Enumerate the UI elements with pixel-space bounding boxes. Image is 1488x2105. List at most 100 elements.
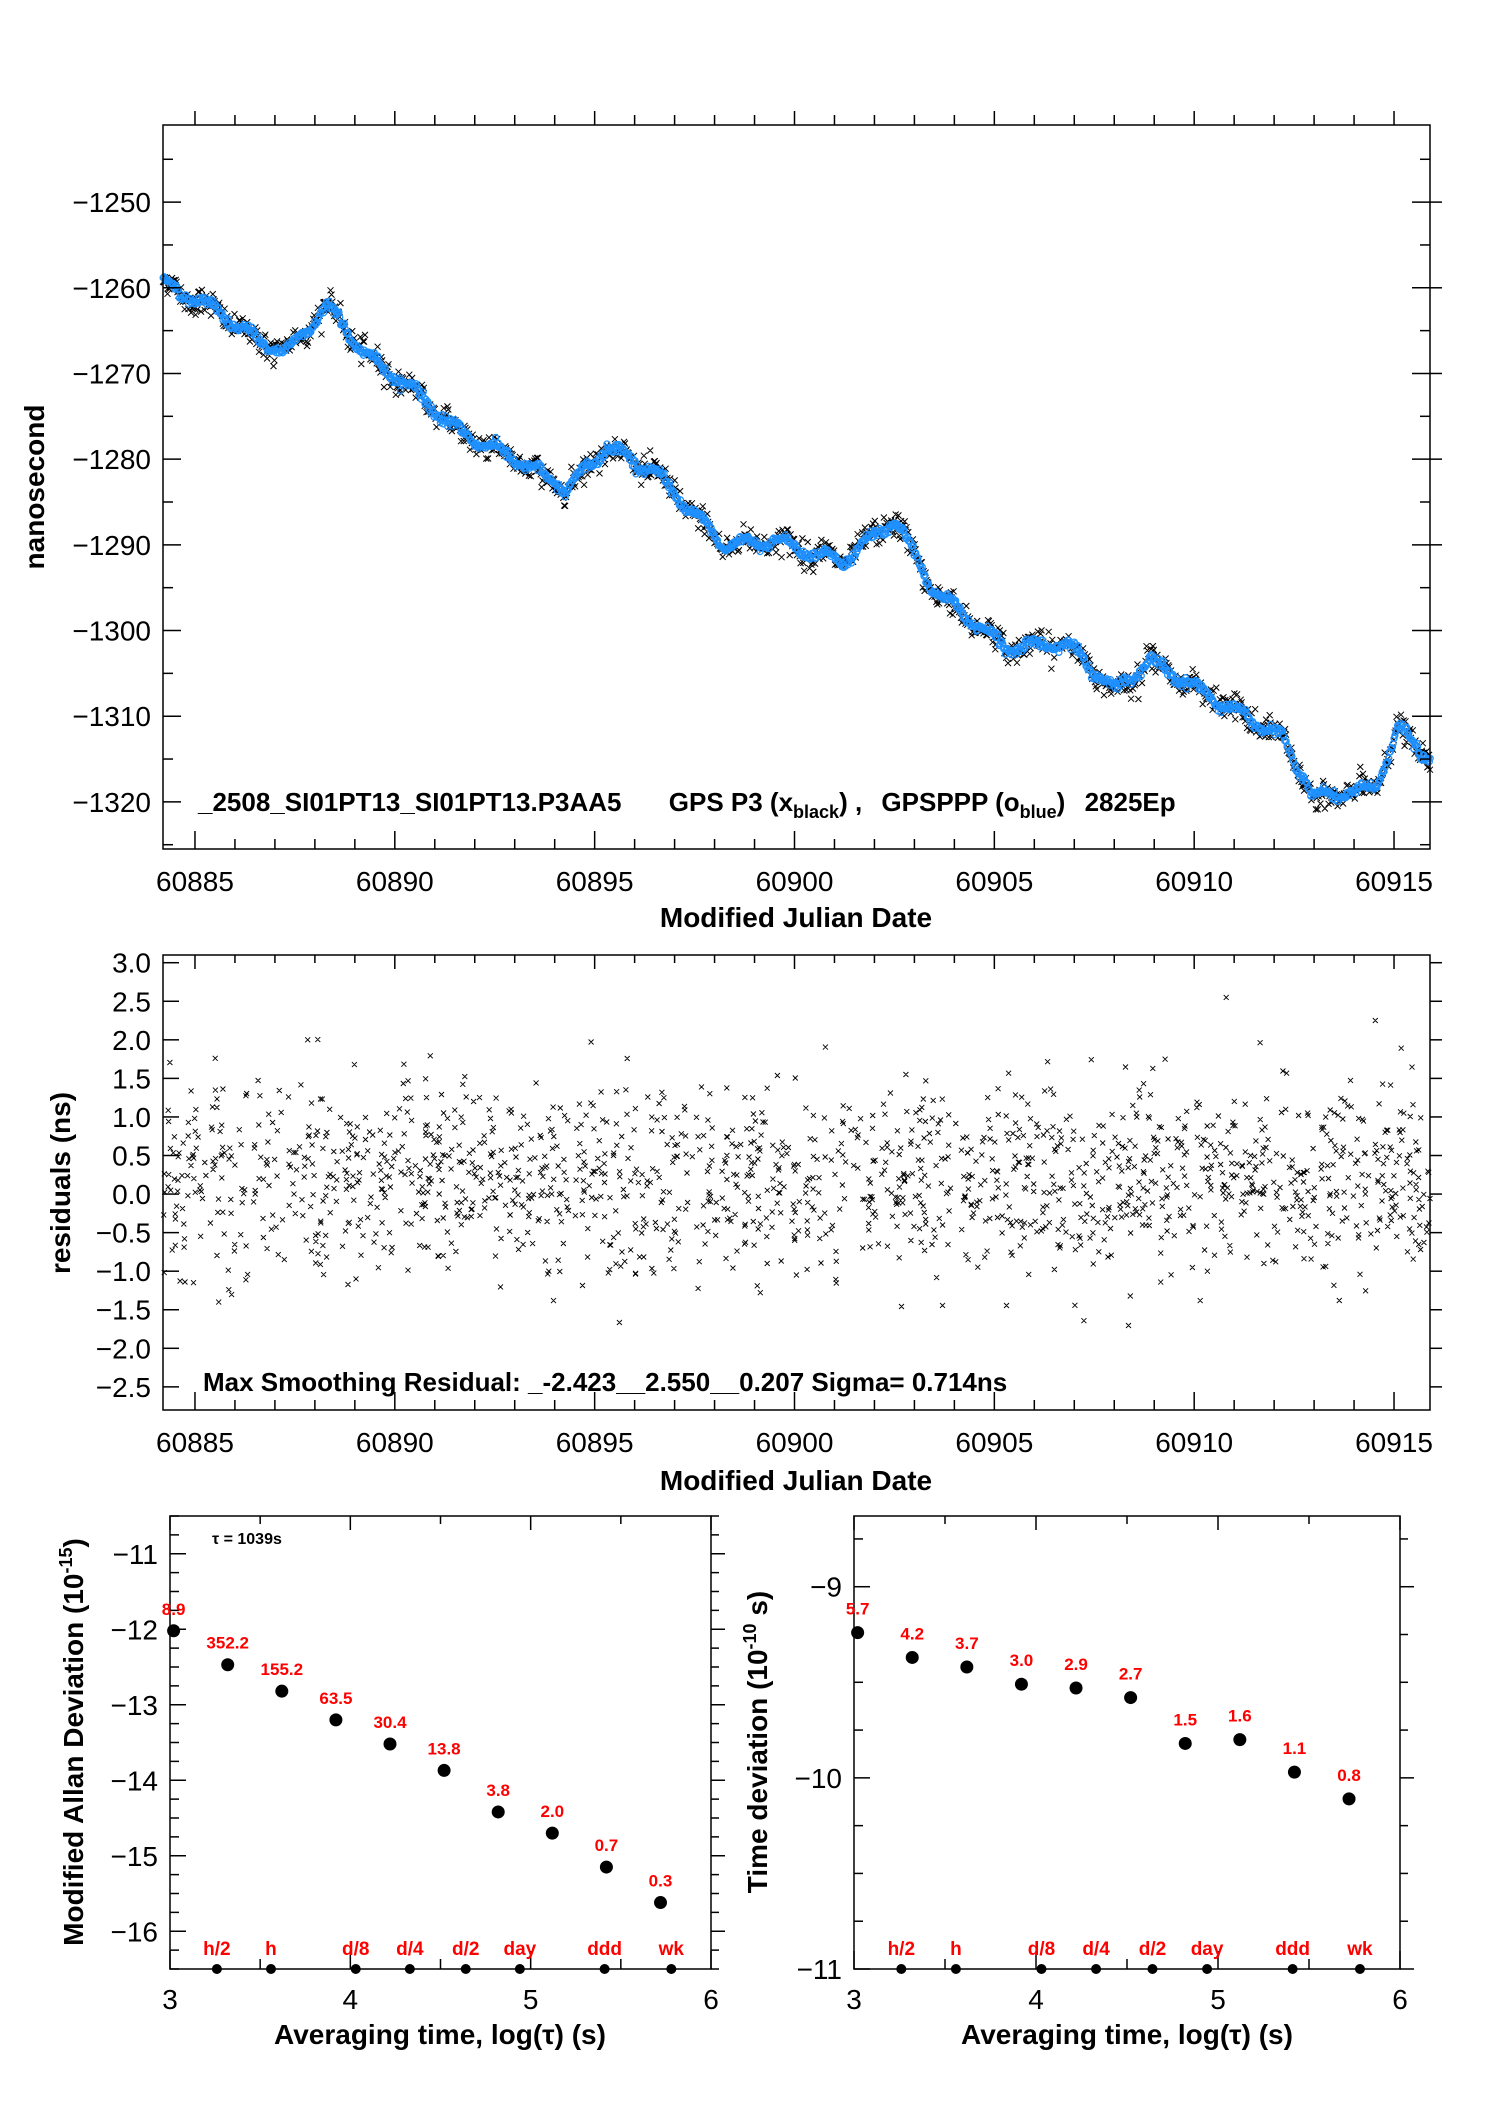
run-id: _2508_SI01PT13_SI01PT13.P3AA5 — [197, 787, 622, 817]
point-label: 5.7 — [846, 1600, 870, 1619]
x-tick-label: 3 — [846, 1984, 862, 2015]
y-tick-label: 1.0 — [112, 1102, 151, 1133]
data-point — [167, 1624, 181, 1638]
data-point — [654, 1896, 668, 1910]
tdev-panel: 3 4 5 6 −9 −10 −11 5.7 4.2 3.7 3.0 2.9 2.7 1.5 1.6 1.1… — [740, 1515, 1414, 2050]
x-tick-label: 60915 — [1355, 866, 1433, 897]
data-point — [960, 1660, 974, 1674]
time-marker — [1091, 1964, 1102, 1974]
y-tick-label: −11 — [797, 1954, 842, 1985]
data-point — [851, 1626, 865, 1640]
y-tick-label: −1320 — [72, 787, 151, 818]
y-tick-label: −13 — [111, 1690, 159, 1721]
residual-points — [160, 994, 1433, 1329]
y-tick-label: 3.0 — [112, 948, 151, 979]
point-label: 63.5 — [319, 1689, 352, 1708]
x-tick-label: 60905 — [955, 866, 1033, 897]
series-residuals — [160, 994, 1433, 1329]
x-tick-label: 60900 — [756, 1427, 834, 1458]
residuals-xlabel: Modified Julian Date — [660, 1465, 932, 1496]
x-tick-label: 60885 — [156, 866, 234, 897]
data-point — [1069, 1681, 1083, 1695]
point-label: 1.5 — [1173, 1710, 1197, 1729]
residuals-panel: 60885 60890 60895 60900 60905 60910 60915 3.0 2.… — [45, 948, 1442, 1496]
y-tick-label: −1.5 — [96, 1295, 151, 1326]
point-label: 0.3 — [649, 1872, 673, 1891]
time-series-panel: 60885 60890 60895 60900 60905 60910 60915 −1250… — [19, 111, 1442, 933]
data-point — [491, 1805, 505, 1819]
time-marker — [1147, 1964, 1158, 1974]
y-tick-label: −9 — [810, 1572, 842, 1603]
time-marker-label: d/8 — [1028, 1939, 1055, 1960]
data-point — [1287, 1765, 1301, 1779]
x-tick-label: 60895 — [556, 866, 634, 897]
point-label: 3.7 — [955, 1634, 979, 1653]
tdev-frame — [853, 1515, 1401, 1970]
time-series-ylabel: nanosecond — [19, 405, 50, 570]
x-tick-label: 3 — [162, 1984, 178, 2015]
data-point — [221, 1658, 235, 1672]
point-label: 155.2 — [261, 1660, 304, 1679]
x-tick-label: 60890 — [356, 866, 434, 897]
tdev-xlabel: Averaging time, log(τ) (s) — [961, 2019, 1293, 2050]
y-tick-label: −10 — [795, 1763, 843, 1794]
x-tick-label: 6 — [1392, 1984, 1408, 2015]
time-series-xlabel: Modified Julian Date — [660, 902, 932, 933]
y-tick-label: −15 — [111, 1841, 159, 1872]
x-tick-label: 5 — [1210, 1984, 1226, 2015]
data-point — [437, 1763, 451, 1777]
y-tick-label: −1280 — [72, 444, 151, 475]
y-tick-label: −0.5 — [96, 1218, 151, 1249]
point-label: 2.0 — [540, 1802, 564, 1821]
data-point — [905, 1650, 919, 1664]
x-tick-label: 6 — [703, 1984, 719, 2015]
mdev-panel: 3 4 5 6 −11 −12 −13 −14 −15 −16 8.9 352.2 155.2 63.5… — [56, 1515, 725, 2050]
y-tick-label: −1290 — [72, 530, 151, 561]
data-point — [275, 1684, 289, 1698]
mdev-ylabel: Modified Allan Deviation (10-15) — [56, 1538, 89, 1946]
x-tick-label: 4 — [1028, 1984, 1044, 2015]
y-tick-label: 2.5 — [112, 986, 151, 1017]
time-marker — [1287, 1964, 1298, 1974]
point-label: 2.7 — [1119, 1665, 1143, 1684]
y-tick-label: −2.5 — [96, 1372, 151, 1403]
tau-note: τ = 1039s — [212, 1531, 282, 1548]
time-series-points — [159, 273, 1434, 813]
time-marker-label: h/2 — [203, 1939, 230, 1960]
y-tick-label: 1.5 — [112, 1063, 151, 1094]
y-tick-label: −12 — [111, 1614, 159, 1645]
residuals-ylabel: residuals (ns) — [45, 1092, 76, 1274]
tdev-points: 5.7 4.2 3.7 3.0 2.9 2.7 1.5 1.6 1.1 0.8 h/2 h d/8 d/4… — [846, 1600, 1373, 1974]
data-point — [383, 1737, 397, 1751]
y-tick-label: 0.5 — [112, 1141, 151, 1172]
time-marker-label: d/2 — [452, 1939, 479, 1960]
x-tick-label: 5 — [523, 1984, 539, 2015]
time-marker-label: ddd — [587, 1939, 622, 1960]
time-marker-label: d/8 — [342, 1939, 369, 1960]
point-label: 0.8 — [1337, 1766, 1361, 1785]
y-tick-label: 0.0 — [112, 1179, 151, 1210]
time-marker — [950, 1964, 961, 1974]
mdev-xlabel: Averaging time, log(τ) (s) — [274, 2019, 606, 2050]
time-series-ticks: 60885 60890 60895 60900 60905 60910 60915 −1250… — [72, 111, 1442, 897]
x-tick-label: 4 — [343, 1984, 359, 2015]
y-tick-label: −2.0 — [96, 1333, 151, 1364]
time-marker — [460, 1964, 471, 1974]
time-series-annotation: _2508_SI01PT13_SI01PT13.P3AA5 GPS P3 (xb… — [197, 787, 1176, 822]
time-marker — [1202, 1964, 1213, 1974]
data-point — [599, 1860, 613, 1874]
time-marker — [404, 1964, 415, 1974]
time-marker-label: d/2 — [1139, 1939, 1166, 1960]
y-tick-label: −1260 — [72, 273, 151, 304]
time-marker — [514, 1964, 525, 1974]
x-tick-label: 60910 — [1155, 1427, 1233, 1458]
point-label: 0.7 — [595, 1836, 619, 1855]
y-tick-label: −16 — [111, 1916, 159, 1947]
point-label: 30.4 — [373, 1713, 407, 1732]
y-tick-label: −11 — [113, 1539, 158, 1570]
data-point — [329, 1713, 343, 1727]
time-marker-label: wk — [658, 1939, 685, 1960]
x-tick-label: 60895 — [556, 1427, 634, 1458]
data-point — [1342, 1792, 1356, 1806]
y-tick-label: −1250 — [72, 187, 151, 218]
